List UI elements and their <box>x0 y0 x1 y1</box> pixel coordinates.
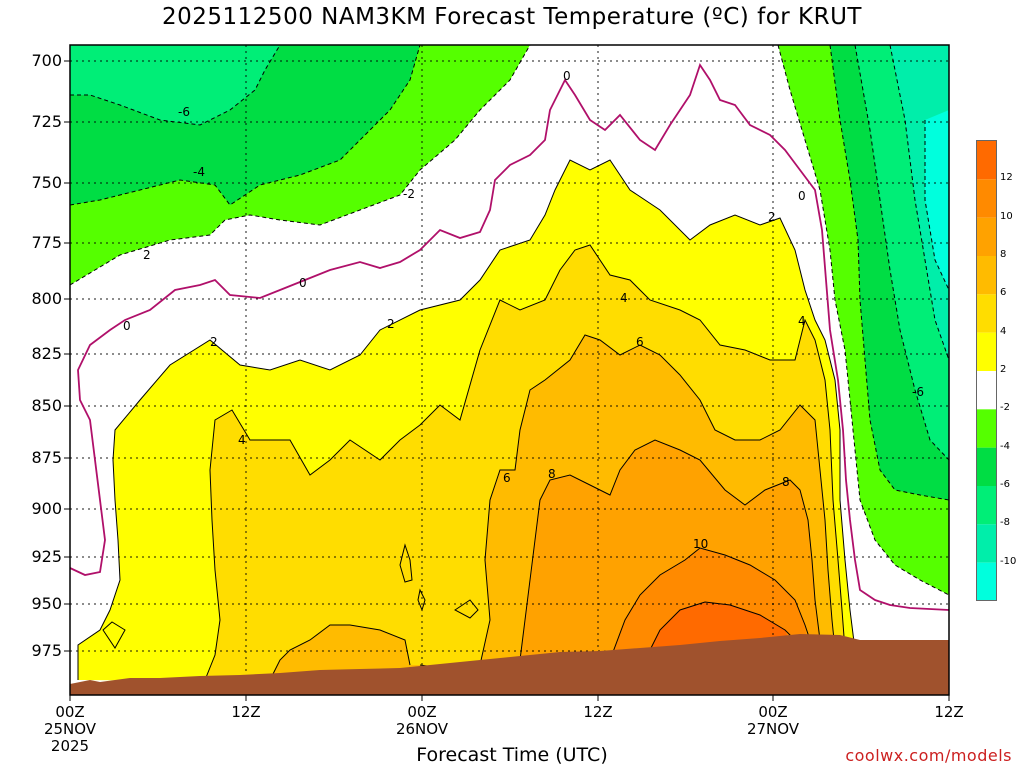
negative-contours <box>69 44 950 501</box>
chart-title: 2025112500 NAM3KM Forecast Temperature (… <box>162 4 862 30</box>
positive-contours <box>77 159 856 681</box>
contour-label: 2 <box>387 317 395 331</box>
x-tick-label: 12Z <box>583 703 613 721</box>
y-tick-label: 800 <box>31 289 62 308</box>
contour-label: -6 <box>178 105 190 119</box>
colorbar-tick-label: -2 <box>1000 402 1010 414</box>
contour-label: 10 <box>693 537 708 551</box>
y-tick-label: 900 <box>31 499 62 518</box>
x-axis-label: Forecast Time (UTC) <box>416 744 608 766</box>
warm-blob <box>103 622 125 648</box>
contour-label: 2 <box>768 210 776 224</box>
y-tick-label: 775 <box>31 233 62 252</box>
y-tick-label: 850 <box>31 396 62 415</box>
colorbar-tick-label: 6 <box>1000 287 1007 299</box>
colorbar-swatch <box>977 294 997 333</box>
y-tick-label: 700 <box>31 51 62 70</box>
y-tick-label: 825 <box>31 344 62 363</box>
y-tick-label: 750 <box>31 173 62 192</box>
credit-link[interactable]: coolwx.com/models <box>845 746 1012 765</box>
contour-label: 0 <box>299 276 307 290</box>
colorbar-tick-label: 12 <box>1000 172 1013 184</box>
x-tick-label: 12Z <box>934 703 964 721</box>
colorbar-swatch <box>977 409 997 448</box>
contour-label: 6 <box>636 335 644 349</box>
colorbar-swatch <box>977 141 997 180</box>
contour-label: -2 <box>403 187 415 201</box>
zero-isotherm <box>69 62 950 611</box>
colorbar-tick-label: 4 <box>1000 325 1007 337</box>
contour-label: 4 <box>238 433 246 447</box>
contour-label: 6 <box>503 471 511 485</box>
x-tick-label: 12Z <box>231 703 261 721</box>
y-tick-label: 975 <box>31 641 62 660</box>
colorbar-swatch <box>977 332 997 371</box>
colorbar-tick-label: 8 <box>1000 249 1007 260</box>
colorbar-tick-label: -10 <box>1000 555 1017 567</box>
contour-label: 2 <box>143 248 151 262</box>
contour-label: -4 <box>193 165 205 179</box>
contour-label: 2 <box>210 335 218 349</box>
colorbar-swatch <box>977 256 997 295</box>
contour-label: 4 <box>798 314 806 328</box>
x-tick-label: 00Z 27NOV <box>746 703 800 738</box>
colorbar-swatch <box>977 486 997 525</box>
colorbar-swatch <box>977 217 997 256</box>
terrain <box>70 634 949 695</box>
contour-label: 0 <box>563 69 571 83</box>
contour-label: 0 <box>798 189 806 203</box>
colorbar-swatch <box>977 524 997 563</box>
cold-region-left-6 <box>70 45 280 125</box>
y-tick-label: 875 <box>31 448 62 467</box>
y-tick-label: 950 <box>31 594 62 613</box>
grid <box>70 45 949 695</box>
plot-frame <box>69 44 950 696</box>
cold-region-right-10 <box>925 110 949 290</box>
y-ticks <box>64 60 70 652</box>
colorbar-tick-label: -8 <box>1000 517 1010 529</box>
y-tick-label: 925 <box>31 547 62 566</box>
x-tick-label: 00Z 25NOV 2025 <box>43 703 97 755</box>
y-tick-label: 725 <box>31 112 62 131</box>
contour-label: 4 <box>620 291 628 305</box>
colorbar-swatch <box>977 562 997 601</box>
colorbar-swatch <box>977 179 997 218</box>
contour-label: 8 <box>548 467 556 481</box>
contour-label: 0 <box>123 319 131 333</box>
minus2-right <box>777 44 950 596</box>
colorbar-swatch <box>977 447 997 486</box>
contour-label: -6 <box>912 385 924 399</box>
colorbar-swatch <box>977 371 997 410</box>
x-tick-label: 00Z 26NOV <box>395 703 449 738</box>
colorbar-tick-label: 2 <box>1000 364 1007 375</box>
contour-label: 8 <box>782 475 790 489</box>
x-ticks <box>69 695 950 701</box>
colorbar-tick-label: -6 <box>1000 479 1010 490</box>
colorbar <box>976 140 997 601</box>
colorbar-tick-label: 10 <box>1000 210 1013 222</box>
colorbar-tick-label: -4 <box>1000 440 1010 452</box>
